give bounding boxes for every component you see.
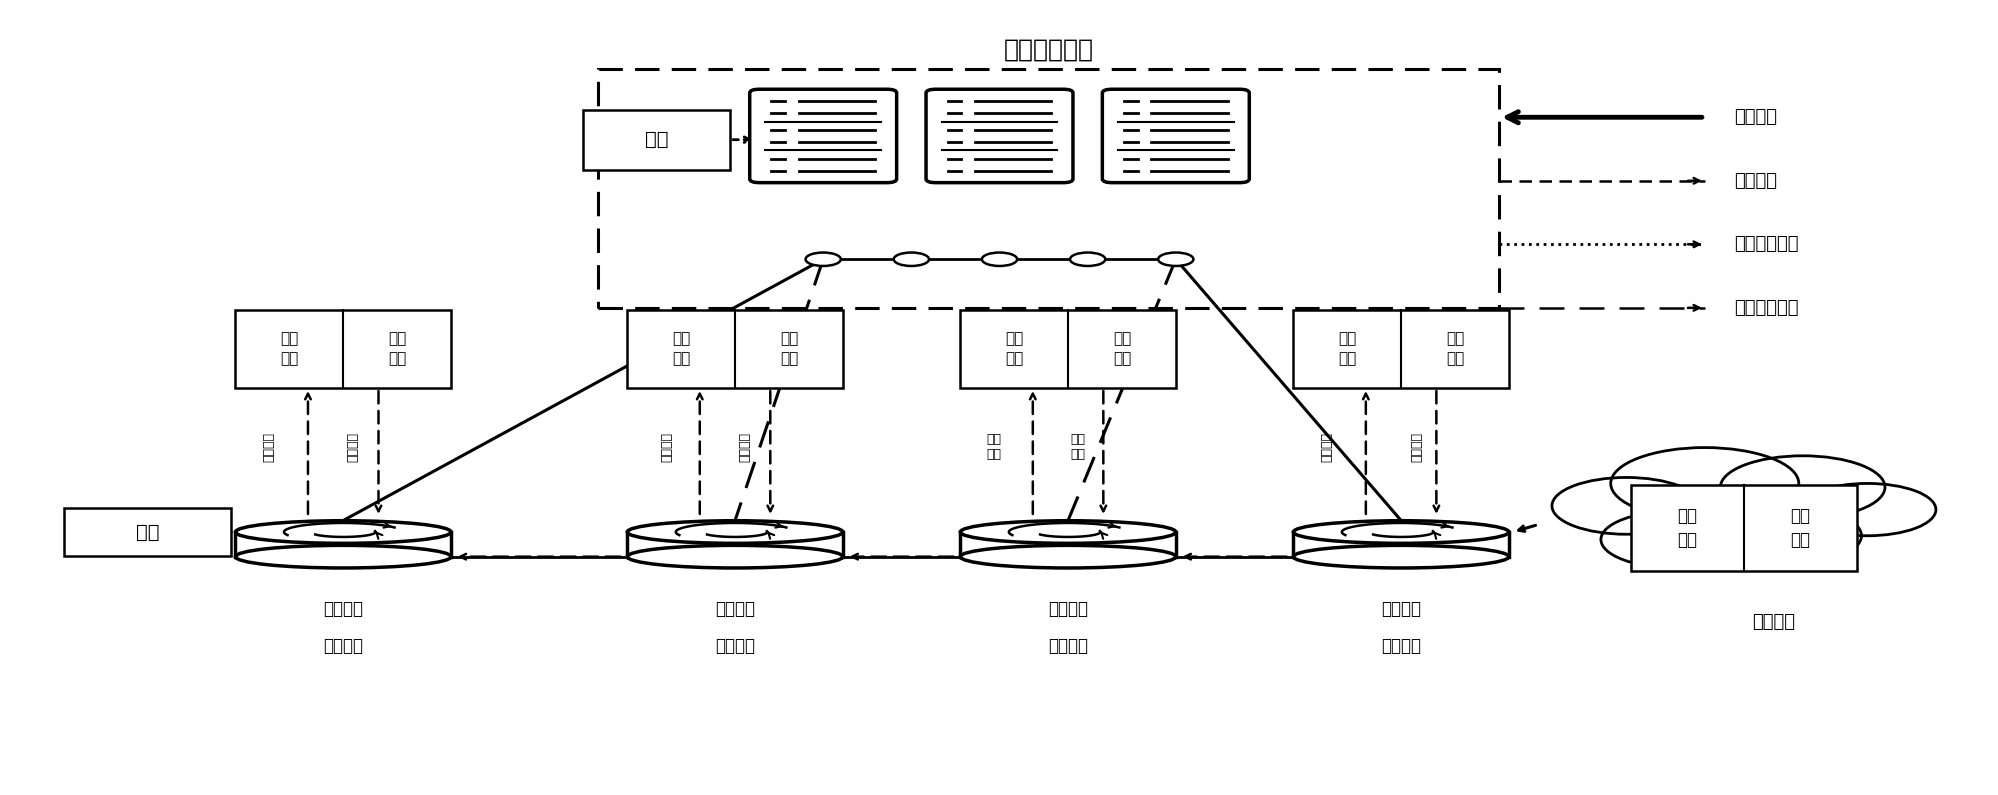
Circle shape	[1720, 456, 1884, 518]
Text: 入口节点: 入口节点	[324, 638, 364, 655]
Text: 算力路由: 算力路由	[324, 600, 364, 618]
Text: 算力
服务: 算力 服务	[779, 332, 797, 366]
Text: 资源接口: 资源接口	[1319, 432, 1333, 462]
Ellipse shape	[236, 521, 452, 543]
Text: 出口节点: 出口节点	[1381, 638, 1421, 655]
Text: 服务接口: 服务接口	[346, 432, 360, 462]
Circle shape	[1550, 478, 1700, 534]
Text: 用户: 用户	[136, 522, 160, 541]
Ellipse shape	[1293, 545, 1508, 568]
Circle shape	[1600, 511, 1748, 568]
Circle shape	[805, 253, 841, 266]
Circle shape	[893, 253, 929, 266]
Circle shape	[1157, 253, 1193, 266]
Text: 算力路由: 算力路由	[1047, 600, 1087, 618]
Text: 算力
服务: 算力 服务	[1790, 507, 1810, 549]
Text: 算力
资源: 算力 资源	[1005, 332, 1023, 366]
Ellipse shape	[959, 521, 1175, 543]
Text: 算网管控中心: 算网管控中心	[1003, 38, 1093, 62]
Text: 算力节点: 算力节点	[1750, 613, 1794, 630]
FancyBboxPatch shape	[959, 310, 1175, 388]
Text: 算力
服务: 算力 服务	[1445, 332, 1463, 366]
FancyBboxPatch shape	[627, 310, 843, 388]
Text: 用户算力请求: 用户算力请求	[1732, 235, 1798, 254]
FancyBboxPatch shape	[1101, 89, 1249, 183]
Text: 算力发现: 算力发现	[1732, 108, 1776, 126]
Ellipse shape	[627, 521, 843, 543]
FancyBboxPatch shape	[925, 89, 1073, 183]
FancyBboxPatch shape	[1293, 310, 1508, 388]
Text: 算力路由: 算力路由	[1381, 600, 1421, 618]
FancyBboxPatch shape	[1630, 485, 1856, 572]
Text: 用户: 用户	[645, 130, 667, 149]
Text: 算力
资源: 算力 资源	[671, 332, 689, 366]
Text: 资源
接口: 资源 接口	[985, 432, 1001, 461]
Ellipse shape	[959, 545, 1175, 568]
Text: 服务接口: 服务接口	[737, 432, 751, 462]
Ellipse shape	[1293, 521, 1508, 543]
Text: 算力
服务: 算力 服务	[1113, 332, 1131, 366]
Ellipse shape	[627, 545, 843, 568]
FancyBboxPatch shape	[236, 310, 452, 388]
Text: 算力
资源: 算力 资源	[1337, 332, 1357, 366]
FancyBboxPatch shape	[583, 110, 729, 169]
Text: 中间节点: 中间节点	[715, 638, 755, 655]
Text: 算力路由: 算力路由	[715, 600, 755, 618]
Circle shape	[1798, 483, 1934, 536]
FancyBboxPatch shape	[1538, 528, 1930, 573]
Text: 资源接口: 资源接口	[659, 432, 673, 462]
Text: 中间节点: 中间节点	[1047, 638, 1087, 655]
FancyBboxPatch shape	[64, 508, 230, 556]
Ellipse shape	[236, 545, 452, 568]
FancyBboxPatch shape	[597, 68, 1498, 308]
Text: 服务接口: 服务接口	[1409, 432, 1423, 462]
Text: 算力
资源: 算力 资源	[280, 332, 298, 366]
Text: 资源接口: 资源接口	[262, 432, 276, 462]
Text: 算力
服务: 算力 服务	[388, 332, 406, 366]
Text: 算力管控配置: 算力管控配置	[1732, 299, 1798, 317]
Text: 算力通告: 算力通告	[1732, 172, 1776, 190]
Circle shape	[1610, 448, 1798, 519]
Text: 算力
资源: 算力 资源	[1676, 507, 1696, 549]
Circle shape	[1069, 253, 1105, 266]
Circle shape	[1704, 506, 1860, 566]
Circle shape	[981, 253, 1017, 266]
FancyBboxPatch shape	[749, 89, 897, 183]
Text: 服务
接口: 服务 接口	[1069, 432, 1085, 461]
